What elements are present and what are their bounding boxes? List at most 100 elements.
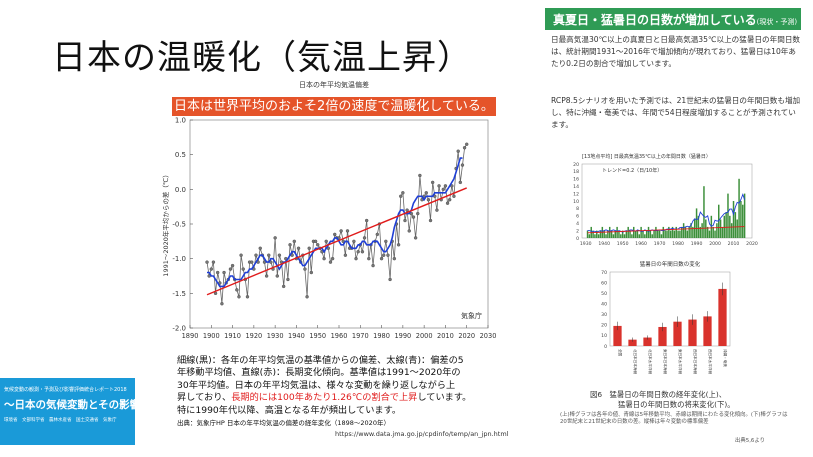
upper-bar bbox=[662, 226, 665, 238]
x-tick-label: 1930 bbox=[267, 332, 284, 340]
upper-bar bbox=[699, 226, 701, 238]
upper-bar bbox=[620, 234, 622, 238]
lower-bar bbox=[673, 321, 682, 346]
upper-trend-line bbox=[587, 226, 745, 234]
upper-y-tick-label: 0 bbox=[576, 236, 579, 242]
data-point bbox=[281, 284, 286, 289]
upper-bar bbox=[623, 234, 626, 238]
upper-bar bbox=[645, 230, 648, 238]
upper-y-tick-label: 20 bbox=[573, 162, 579, 168]
data-point bbox=[388, 277, 392, 282]
data-point bbox=[462, 146, 467, 150]
data-point bbox=[426, 198, 431, 202]
upper-bar bbox=[710, 215, 713, 238]
upper-bar bbox=[734, 212, 737, 238]
upper-bar bbox=[633, 226, 635, 238]
data-point bbox=[399, 194, 403, 198]
notes-line-4-post: しています。 bbox=[417, 392, 472, 404]
data-point bbox=[458, 180, 463, 185]
lower-category-label: 沖縄・奄美 bbox=[723, 349, 728, 367]
data-point bbox=[403, 218, 407, 223]
data-point bbox=[322, 256, 326, 261]
data-point bbox=[205, 260, 209, 264]
main-chart-banner: 日本は世界平均のおよそ2倍の速度で温暖化している。 bbox=[172, 97, 496, 116]
upper-bar bbox=[594, 234, 596, 238]
lower-y-tick-label: 60 bbox=[601, 280, 607, 286]
notes-source: 出典：気象庁HP 日本の年平均気温の偏差の経年変化（1898〜2020年） bbox=[177, 419, 390, 428]
data-point bbox=[222, 270, 226, 275]
data-point bbox=[392, 256, 397, 261]
notes-highlight: 長期的には100年あたり1.26℃の割合で上昇 bbox=[231, 392, 418, 404]
data-point bbox=[354, 256, 358, 261]
data-point bbox=[250, 260, 254, 264]
upper-bar bbox=[673, 230, 676, 238]
data-point bbox=[307, 246, 311, 250]
data-point bbox=[362, 236, 367, 240]
data-point bbox=[286, 277, 290, 282]
upper-y-tick-label: 10 bbox=[573, 199, 579, 205]
data-point bbox=[407, 229, 411, 233]
upper-x-tick-label: 2020 bbox=[746, 241, 758, 247]
upper-bar bbox=[610, 230, 613, 238]
lower-bar bbox=[718, 288, 727, 346]
lower-y-tick-label: 20 bbox=[601, 323, 607, 329]
x-tick-label: 1940 bbox=[288, 332, 305, 340]
upper-bar bbox=[681, 226, 683, 238]
plot-frame bbox=[189, 119, 489, 329]
upper-bar bbox=[738, 178, 740, 238]
data-point bbox=[364, 218, 369, 223]
upper-x-tick-label: 2010 bbox=[728, 241, 740, 247]
data-point bbox=[273, 236, 277, 240]
figure-caption-line-1: 図6 猛暑日の年間日数の経年変化(上)、 bbox=[590, 390, 727, 399]
upper-bar bbox=[612, 234, 615, 238]
notes-line-5-text: 特に1990年代以降、高温となる年が頻出しています。 bbox=[177, 404, 402, 416]
data-point bbox=[460, 163, 465, 167]
upper-bar bbox=[705, 219, 707, 238]
data-point bbox=[445, 201, 450, 205]
notes-line-4-pre: 昇しており、 bbox=[177, 392, 232, 404]
data-point bbox=[379, 256, 384, 261]
doc-paragraph-1: 日最高気温30℃以上の真夏日と日最高気温35℃以上の猛暑日の年間日数は、統計期間… bbox=[551, 35, 801, 69]
data-point bbox=[430, 180, 435, 185]
upper-bar bbox=[660, 234, 663, 238]
data-point bbox=[316, 243, 320, 247]
upper-bar bbox=[706, 226, 709, 238]
data-point bbox=[384, 239, 388, 244]
data-point bbox=[277, 253, 282, 257]
y-tick-label: -2.0 bbox=[172, 325, 186, 333]
data-point bbox=[367, 256, 371, 261]
upper-bar bbox=[614, 230, 616, 238]
data-point bbox=[345, 229, 350, 233]
data-point bbox=[239, 253, 243, 257]
data-point bbox=[328, 260, 333, 264]
upper-bar bbox=[740, 201, 742, 238]
lower-bar bbox=[613, 325, 622, 346]
x-tick-label: 2010 bbox=[437, 332, 454, 340]
data-point bbox=[424, 191, 428, 195]
upper-bar bbox=[703, 186, 705, 238]
y-tick-label: 0.5 bbox=[175, 151, 186, 159]
main-chart-panel: 日本の年平均気温偏差 -2.0 -1.5 -1.0 -0.5 0.0 0.5 1.0 1890… bbox=[150, 80, 518, 445]
data-point bbox=[215, 270, 220, 275]
data-point bbox=[237, 295, 241, 299]
upper-bar bbox=[716, 223, 718, 238]
data-point bbox=[435, 208, 439, 212]
data-point bbox=[441, 187, 445, 192]
upper-x-tick-label: 1980 bbox=[672, 241, 684, 247]
upper-bar bbox=[627, 226, 629, 238]
doc-header-title-text: 真夏日・猛暑日の日数が増加している bbox=[553, 13, 757, 27]
data-point bbox=[220, 302, 224, 306]
upper-bar bbox=[653, 230, 655, 238]
upper-bar bbox=[642, 230, 644, 238]
slide-title: 日本の温暖化（気温上昇） bbox=[52, 38, 472, 78]
upper-bar bbox=[605, 234, 607, 238]
doc-header-sub: (現状・予測) bbox=[756, 18, 798, 26]
lower-chart-caption: 猛暑日の年間日数の変化 bbox=[640, 260, 701, 268]
upper-bar bbox=[730, 223, 733, 238]
upper-y-tick-label: 4 bbox=[576, 221, 579, 227]
upper-bar bbox=[721, 226, 724, 238]
upper-bar bbox=[631, 234, 633, 238]
upper-bar bbox=[692, 226, 694, 238]
upper-bar bbox=[636, 230, 639, 238]
data-point bbox=[275, 274, 279, 278]
